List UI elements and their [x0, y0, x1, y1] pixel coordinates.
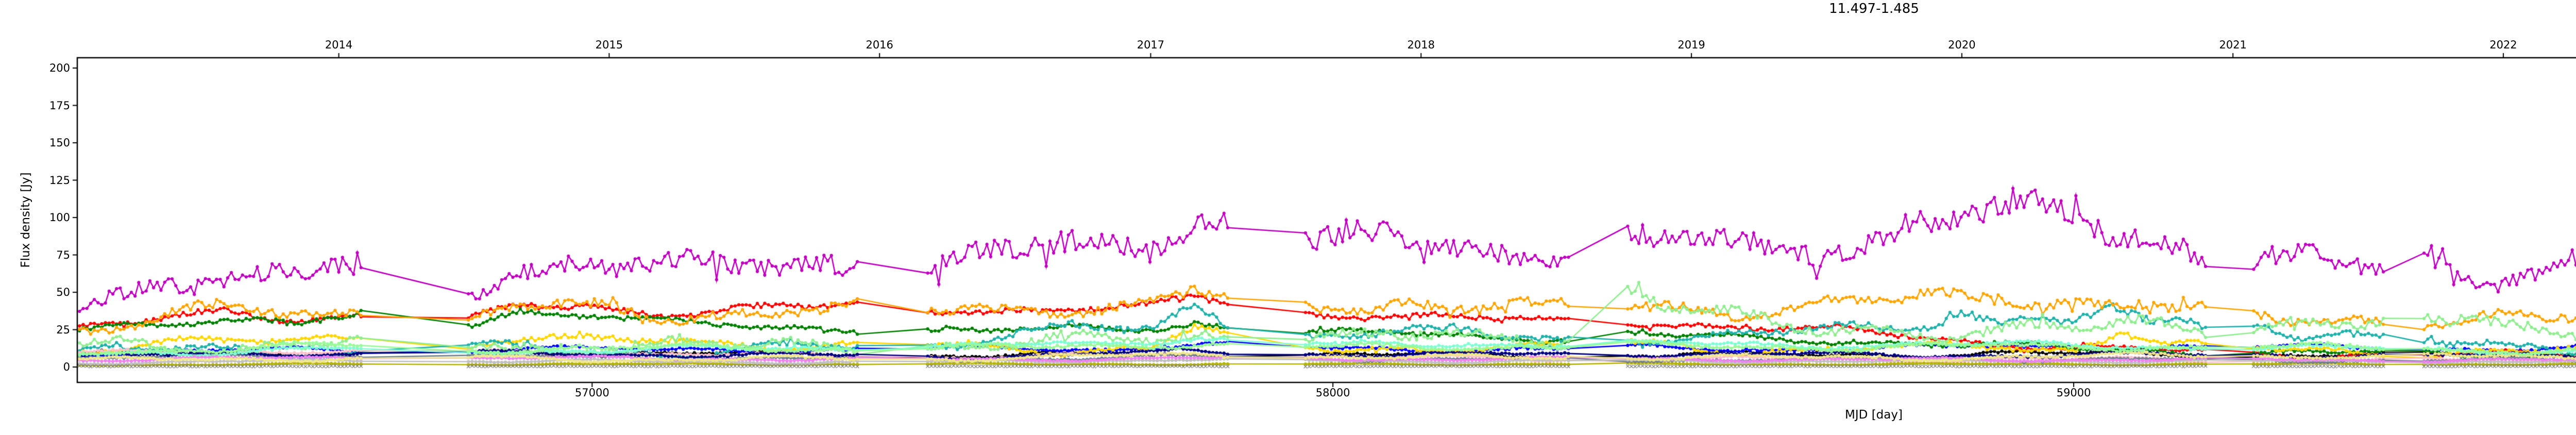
year-tick-label: 2020 [1948, 39, 1976, 51]
year-tick-label: 2017 [1137, 39, 1165, 51]
year-tick-label: 2022 [2489, 39, 2517, 51]
year-tick-label: 2015 [595, 39, 623, 51]
y-tick-label: 200 [49, 62, 70, 74]
year-tick-label: 2021 [2219, 39, 2247, 51]
year-tick-label: 2014 [325, 39, 353, 51]
y-tick-label: 75 [56, 248, 70, 261]
y-tick-label: 150 [49, 137, 70, 149]
year-tick-label: 2016 [866, 39, 893, 51]
chart-title: 11.497-1.485 [1829, 1, 1919, 16]
x-tick-label: 59000 [2056, 387, 2091, 399]
x-tick-label: 57000 [574, 387, 609, 399]
y-tick-label: 100 [49, 211, 70, 224]
y-tick-label: 25 [56, 323, 70, 336]
y-tick-label: 175 [49, 99, 70, 112]
year-tick-label: 2019 [1677, 39, 1705, 51]
y-tick-label: 0 [63, 361, 70, 374]
year-tick-label: 2018 [1407, 39, 1435, 51]
x-axis-label: MJD [day] [1845, 408, 1903, 422]
y-axis-label: Flux density [Jy] [19, 172, 32, 268]
x-tick-label: 58000 [1315, 387, 1350, 399]
y-tick-label: 125 [49, 174, 70, 187]
y-tick-label: 50 [56, 286, 70, 299]
